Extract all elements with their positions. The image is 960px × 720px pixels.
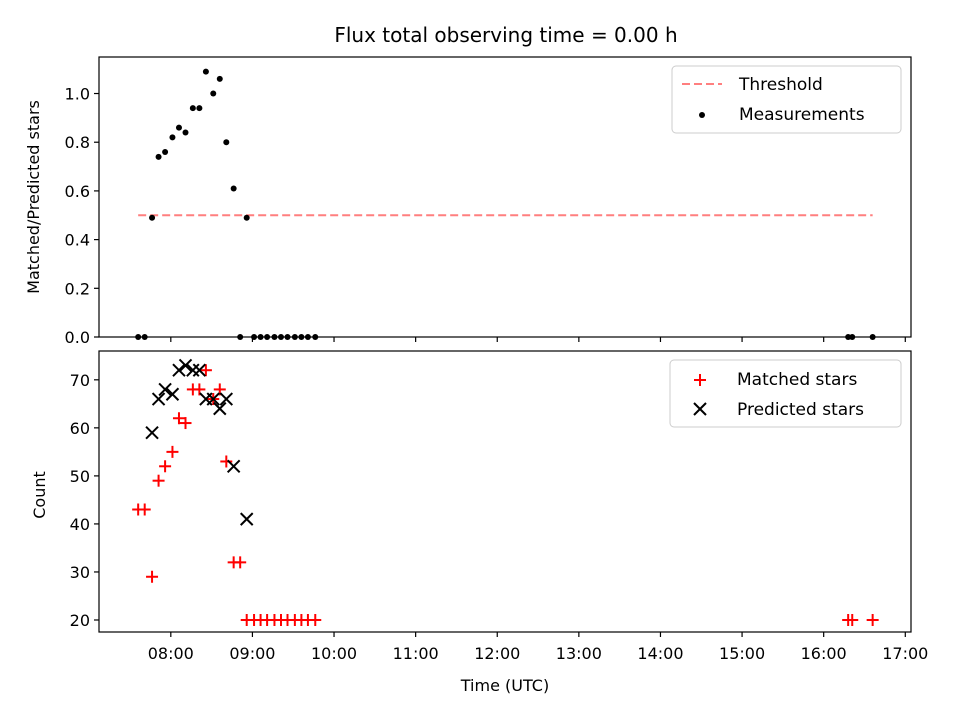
measurement-point xyxy=(243,214,250,221)
bottom-legend: Matched stars Predicted stars xyxy=(669,359,902,428)
matched-star-point xyxy=(138,503,151,516)
top-axes-frame xyxy=(98,56,912,338)
top-plot-area xyxy=(135,68,876,340)
bottom-plot-area xyxy=(132,358,879,626)
measurement-point xyxy=(175,124,182,131)
top-y-tick-label: 0.4 xyxy=(65,231,90,250)
matched-star-point xyxy=(199,364,212,377)
x-tick-label: 09:00 xyxy=(229,644,275,663)
legend-measurements-label: Measurements xyxy=(739,105,865,125)
matched-star-point xyxy=(193,383,206,396)
matched-star-point xyxy=(866,613,879,626)
legend-predicted-swatch xyxy=(693,402,707,416)
measurement-point xyxy=(223,139,230,146)
predicted-star-point xyxy=(186,363,200,377)
top-y-tick-label: 0.8 xyxy=(65,133,90,152)
predicted-star-point xyxy=(240,512,254,526)
x-tick-label: 16:00 xyxy=(801,644,847,663)
measurement-point xyxy=(149,214,156,221)
measurement-point xyxy=(210,90,217,97)
x-tick-label: 08:00 xyxy=(148,644,194,663)
top-x-axis xyxy=(170,337,906,342)
predicted-star-point xyxy=(151,392,166,406)
top-legend-box xyxy=(671,65,902,134)
legend-predicted-label: Predicted stars xyxy=(737,400,864,420)
bottom-panel: 20 30 40 50 60 70 08:00 09:00 10:00 11:00 12:00 13… xyxy=(30,350,928,695)
top-panel: 0.0 0.2 0.4 0.6 0.8 1.0 Matched/Predicted sta… xyxy=(24,56,912,347)
x-tick-label: 14:00 xyxy=(637,644,683,663)
top-y-tick-label: 0.0 xyxy=(65,328,90,347)
bottom-y-tick-label: 30 xyxy=(70,563,90,582)
measurement-point xyxy=(162,148,169,155)
matched-star-point xyxy=(220,455,233,468)
chart-title: Flux total observing time = 0.00 h xyxy=(334,23,677,47)
predicted-star-point xyxy=(206,392,220,406)
bottom-legend-box xyxy=(669,359,902,428)
x-tick-label: 13:00 xyxy=(556,644,602,663)
bottom-axes-frame xyxy=(98,350,912,633)
top-y-axis: 0.0 0.2 0.4 0.6 0.8 1.0 xyxy=(65,85,99,347)
bottom-y-axis-label: Count xyxy=(30,471,49,519)
measurement-point xyxy=(189,105,196,112)
measurement-point xyxy=(155,153,162,160)
measurement-point xyxy=(196,105,203,112)
top-y-tick-label: 0.6 xyxy=(65,182,90,201)
legend-matched-swatch xyxy=(694,374,706,386)
bottom-y-tick-label: 20 xyxy=(70,611,90,630)
bottom-y-axis: 20 30 40 50 60 70 xyxy=(70,371,99,630)
top-y-axis-label: Matched/Predicted stars xyxy=(24,100,43,294)
x-tick-label: 15:00 xyxy=(719,644,765,663)
x-tick-label: 17:00 xyxy=(882,644,928,663)
x-tick-label: 12:00 xyxy=(474,644,520,663)
bottom-x-axis: 08:00 09:00 10:00 11:00 12:00 13:00 14:00 15:00… xyxy=(148,632,928,663)
legend-measurements-swatch xyxy=(699,112,705,118)
predicted-star-point xyxy=(165,387,180,401)
matched-star-point xyxy=(146,570,159,583)
x-axis-label: Time (UTC) xyxy=(460,676,549,695)
bottom-y-tick-label: 60 xyxy=(70,419,90,438)
matched-star-point xyxy=(179,417,192,430)
predicted-star-point xyxy=(158,382,172,397)
matched-star-point xyxy=(172,412,185,425)
legend-threshold-label: Threshold xyxy=(738,75,823,95)
matched-star-point xyxy=(846,613,859,626)
top-legend: Threshold Measurements xyxy=(671,65,902,134)
matched-star-point xyxy=(309,613,322,626)
predicted-star-point xyxy=(192,363,207,377)
bottom-y-tick-label: 40 xyxy=(70,515,90,534)
matched-star-point xyxy=(213,383,226,396)
predicted-star-point xyxy=(145,425,159,440)
predicted-star-point xyxy=(226,459,241,473)
bottom-y-tick-label: 50 xyxy=(70,467,90,486)
legend-matched-label: Matched stars xyxy=(737,370,857,390)
measurement-point xyxy=(169,134,176,141)
matched-star-point xyxy=(166,445,179,458)
x-tick-label: 10:00 xyxy=(311,644,357,663)
predicted-star-point xyxy=(172,363,186,377)
matched-star-point xyxy=(234,556,247,569)
measurement-point xyxy=(230,185,237,192)
x-tick-label: 11:00 xyxy=(393,644,439,663)
predicted-star-point xyxy=(178,358,193,373)
top-y-tick-label: 0.2 xyxy=(65,279,90,298)
matched-star-point xyxy=(159,460,172,473)
bottom-y-tick-label: 70 xyxy=(70,371,90,390)
top-y-tick-label: 1.0 xyxy=(65,85,90,104)
predicted-star-point xyxy=(213,401,227,416)
measurement-point xyxy=(182,129,189,136)
predicted-star-point xyxy=(219,392,234,406)
measurement-point xyxy=(216,75,223,82)
matched-star-point xyxy=(152,474,165,487)
measurement-point xyxy=(202,68,209,75)
